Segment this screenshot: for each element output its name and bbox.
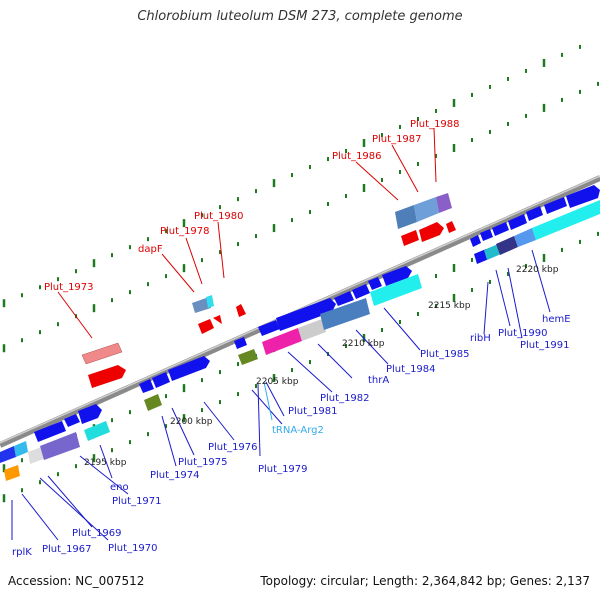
gene-block-p[interactable] <box>276 298 336 331</box>
gene-dapf-cyan[interactable] <box>206 295 214 308</box>
label-plut-1984[interactable]: Plut_1984 <box>386 364 436 375</box>
tick-label-2200: 2200 kbp <box>170 417 213 427</box>
label-plut-1987[interactable]: Plut_1987 <box>372 134 422 145</box>
tick-label-2205: 2205 kbp <box>256 377 299 387</box>
gene-block-l[interactable] <box>144 394 162 411</box>
label-thra[interactable]: thrA <box>368 375 389 386</box>
gene-block-z[interactable] <box>480 229 493 241</box>
bottom-strand-features <box>0 185 600 481</box>
gene-block-v[interactable] <box>368 277 382 290</box>
label-plut-1979[interactable]: Plut_1979 <box>258 464 308 475</box>
gene-block-g[interactable] <box>78 404 102 424</box>
gene-plut-1988-pale[interactable] <box>436 193 452 213</box>
gene-block-ai[interactable] <box>514 228 536 247</box>
gene-block-n[interactable] <box>238 349 258 365</box>
label-plut-1970[interactable]: Plut_1970 <box>108 543 158 554</box>
label-plut-1969[interactable]: Plut_1969 <box>72 528 122 539</box>
gene-plut-1987[interactable] <box>419 222 444 242</box>
label-plut-1967[interactable]: Plut_1967 <box>42 544 92 555</box>
tick-label-2220: 2220 kbp <box>516 265 559 275</box>
label-plut-1974[interactable]: Plut_1974 <box>150 470 200 481</box>
genome-title: Chlorobium luteolum DSM 273, complete ge… <box>137 9 463 24</box>
gene-block-h[interactable] <box>84 421 110 441</box>
tick-label-2195: 2195 kbp <box>84 458 127 468</box>
gene-block-y[interactable] <box>470 235 481 247</box>
label-plut-1991[interactable]: Plut_1991 <box>520 340 570 351</box>
gene-plut-1973[interactable] <box>88 365 126 388</box>
label-plut-1978[interactable]: Plut_1978 <box>160 226 210 237</box>
gene-block-ag[interactable] <box>484 244 501 260</box>
gene-block-x[interactable] <box>370 274 422 306</box>
connector-lines <box>11 127 551 541</box>
gene-plut-1980[interactable] <box>236 304 246 317</box>
top-labels: Plut_1973 dapF Plut_1978 Plut_1980 Plut_… <box>44 119 460 293</box>
gene-plut-1986-pale[interactable] <box>395 205 417 229</box>
label-heme[interactable]: hemE <box>542 314 571 325</box>
gene-block-t[interactable] <box>334 291 354 306</box>
label-plut-1976[interactable]: Plut_1976 <box>208 442 258 453</box>
gene-dapf-pale[interactable] <box>192 297 211 313</box>
label-plut-1973[interactable]: Plut_1973 <box>44 282 94 293</box>
label-plut-1981[interactable]: Plut_1981 <box>288 406 338 417</box>
topology-summary: Topology: circular; Length: 2,364,842 bp… <box>260 574 590 588</box>
label-rplk[interactable]: rplK <box>12 547 32 558</box>
gene-block-ad[interactable] <box>544 197 567 214</box>
tick-label-2215: 2215 kbp <box>428 301 471 311</box>
label-plut-1975[interactable]: Plut_1975 <box>178 457 228 468</box>
label-trna-arg2[interactable]: tRNA-Arg2 <box>272 425 324 436</box>
label-plut-1990[interactable]: Plut_1990 <box>498 328 548 339</box>
label-plut-1980[interactable]: Plut_1980 <box>194 211 244 222</box>
gene-block-u[interactable] <box>352 284 370 299</box>
gene-block-a[interactable] <box>0 446 16 463</box>
bottom-labels: rplK Plut_1967 Plut_1969 Plut_1970 Plut_… <box>12 314 571 558</box>
gene-block-k[interactable] <box>168 356 210 381</box>
label-plut-1982[interactable]: Plut_1982 <box>320 393 370 404</box>
gene-rplk-orange[interactable] <box>4 465 20 481</box>
label-dapf[interactable]: dapF <box>138 244 163 255</box>
label-plut-1986[interactable]: Plut_1986 <box>332 151 382 162</box>
gene-plut-1973-pale[interactable] <box>81 342 123 365</box>
gene-block-j[interactable] <box>152 372 170 388</box>
tick-label-2210: 2210 kbp <box>342 339 385 349</box>
gene-block-w[interactable] <box>382 266 412 286</box>
gene-block-m[interactable] <box>234 337 247 349</box>
gene-block-i[interactable] <box>139 379 154 393</box>
gene-block-s[interactable] <box>320 298 370 330</box>
label-eno[interactable]: eno <box>110 482 129 493</box>
gene-dapf[interactable] <box>198 319 214 334</box>
gene-block-d[interactable] <box>40 432 80 460</box>
kbp-tick-labels: 2195 kbp 2200 kbp 2205 kbp 2210 kbp 2215… <box>84 265 559 468</box>
accession-text: Accession: NC_007512 <box>8 574 145 588</box>
gene-block-b[interactable] <box>14 441 28 457</box>
gene-block-ah[interactable] <box>496 236 518 255</box>
gene-plut-1978[interactable] <box>213 315 222 324</box>
gene-plut-1987-pale[interactable] <box>414 197 439 222</box>
gene-block-ae[interactable] <box>566 185 600 208</box>
label-plut-1985[interactable]: Plut_1985 <box>420 349 470 360</box>
gene-block-aa[interactable] <box>492 222 509 236</box>
label-plut-1988[interactable]: Plut_1988 <box>410 119 460 130</box>
gene-block-ab[interactable] <box>508 214 527 230</box>
gene-block-o[interactable] <box>258 320 280 336</box>
gene-block-ac[interactable] <box>526 206 543 221</box>
gene-plut-1986[interactable] <box>401 230 419 246</box>
gene-block-f[interactable] <box>64 414 80 427</box>
label-ribh[interactable]: ribH <box>470 333 491 344</box>
top-strand-features <box>81 193 456 388</box>
gene-plut-1988[interactable] <box>446 221 456 233</box>
gene-block-q[interactable] <box>262 328 302 355</box>
gene-block-r[interactable] <box>298 319 326 341</box>
gene-block-aj[interactable] <box>532 200 600 240</box>
gene-block-e[interactable] <box>34 421 66 442</box>
label-plut-1971[interactable]: Plut_1971 <box>112 496 162 507</box>
